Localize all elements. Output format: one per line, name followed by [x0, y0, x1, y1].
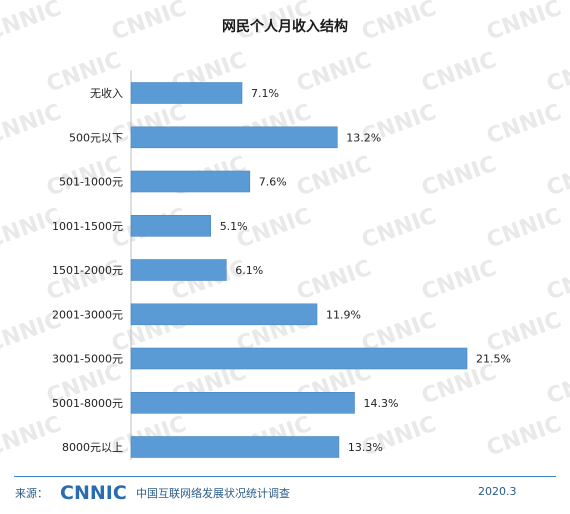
- category-label: 500元以下: [69, 131, 123, 144]
- bar: [130, 303, 318, 326]
- footer-divider: [14, 476, 556, 477]
- value-label: 6.1%: [235, 264, 263, 277]
- bar: [130, 259, 227, 281]
- chart-title: 网民个人月收入结构: [222, 19, 348, 35]
- source-label: 来源：: [15, 487, 48, 500]
- source-organization: 中国互联网络发展状况统计调查: [136, 487, 290, 500]
- value-label: 13.3%: [348, 441, 383, 454]
- bar: [130, 170, 251, 193]
- value-label: 21.5%: [476, 353, 511, 366]
- category-label: 2001-3000元: [52, 308, 123, 321]
- category-label: 1501-2000元: [52, 264, 123, 277]
- category-label: 3001-5000元: [52, 353, 123, 366]
- bar: [130, 347, 468, 370]
- value-label: 14.3%: [364, 397, 399, 410]
- category-label: 501-1000元: [59, 176, 123, 189]
- svg-text:CNNIC: CNNIC: [60, 482, 127, 504]
- value-label: 13.2%: [346, 131, 381, 144]
- category-label: 5001-8000元: [52, 397, 123, 410]
- bar: [130, 82, 243, 104]
- category-label: 无收入: [90, 86, 123, 100]
- value-label: 7.6%: [259, 176, 287, 189]
- bar: [130, 215, 211, 237]
- value-label: 5.1%: [220, 220, 248, 233]
- category-label: 1001-1500元: [52, 220, 123, 233]
- value-label: 7.1%: [251, 87, 279, 100]
- cnnic-logo: CNNIC: [60, 482, 127, 504]
- bar-chart: 无收入 7.1% 500元以下 13.2% 501-1000元 7.6% 1001-1500…: [52, 70, 511, 460]
- bar: [130, 436, 340, 458]
- value-label: 11.9%: [326, 308, 361, 321]
- bar: [130, 391, 355, 414]
- category-label: 8000元以上: [62, 441, 123, 454]
- bar: [130, 126, 338, 149]
- publish-date: 2020.3: [478, 485, 517, 498]
- footer: 来源： CNNIC 中国互联网络发展状况统计调查 2020.3: [0, 482, 570, 506]
